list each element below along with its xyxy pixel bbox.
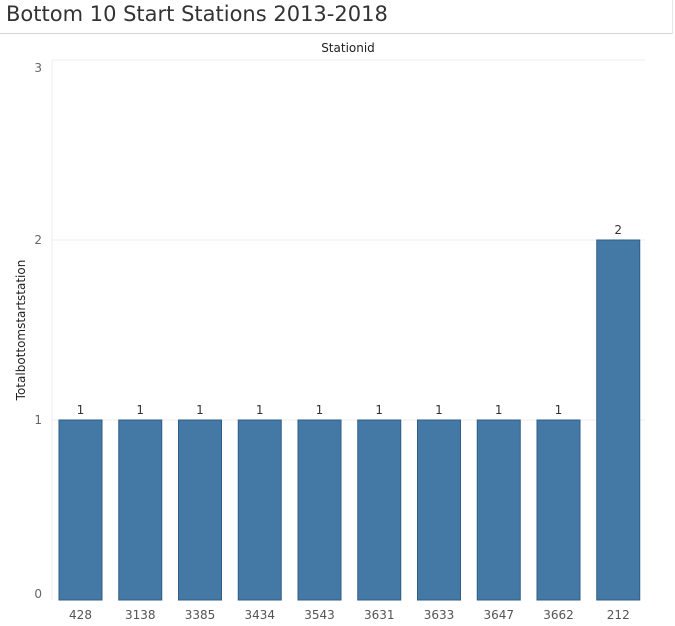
x-tick-label-3434: 3434 (244, 608, 275, 622)
bar-428[interactable] (58, 419, 103, 601)
y-tick-label: 0 (34, 587, 42, 601)
title-bar: Bottom 10 Start Stations 2013-2018 (0, 0, 673, 34)
y-axis-title: Totalbottomstartstation (14, 260, 28, 402)
data-label-3662: 1 (555, 403, 563, 417)
bar-3633[interactable] (417, 419, 461, 601)
y-tick-label: 2 (34, 233, 42, 247)
y-tick-label: 1 (34, 413, 42, 427)
x-tick-label-3385: 3385 (185, 608, 216, 622)
data-label-212: 2 (614, 223, 622, 237)
x-tick-label-3138: 3138 (125, 608, 156, 622)
bar-3662[interactable] (536, 419, 581, 601)
data-label-3138: 1 (136, 403, 144, 417)
bar-212[interactable] (596, 239, 641, 601)
data-label-428: 1 (77, 403, 85, 417)
chart-title: Bottom 10 Start Stations 2013-2018 (6, 2, 388, 26)
bar-3631[interactable] (357, 419, 402, 601)
data-label-3434: 1 (256, 403, 264, 417)
x-tick-label-212: 212 (607, 608, 630, 622)
x-axis-ticks: 428 3138 3385 3434 3543 3631 3633 3647 3662 212 (69, 608, 630, 622)
x-tick-label-3662: 3662 (543, 608, 574, 622)
bar-3434[interactable] (237, 419, 282, 601)
x-tick-label-3631: 3631 (364, 608, 395, 622)
bar-3138[interactable] (118, 419, 163, 601)
data-label-3631: 1 (375, 403, 383, 417)
bar-3385[interactable] (178, 419, 222, 601)
bar-3647[interactable] (476, 419, 521, 601)
data-label-3647: 1 (495, 403, 503, 417)
x-tick-label-3647: 3647 (483, 608, 514, 622)
x-tick-label-3543: 3543 (304, 608, 335, 622)
x-tick-label-428: 428 (69, 608, 92, 622)
x-axis-title: Stationid (321, 41, 375, 55)
y-tick-label: 3 (34, 61, 42, 75)
data-label-3543: 1 (316, 403, 324, 417)
bar-3543[interactable] (297, 419, 342, 601)
x-tick-label-3633: 3633 (424, 608, 455, 622)
data-label-3385: 1 (196, 403, 204, 417)
data-label-3633: 1 (435, 403, 443, 417)
y-axis-ticks: 0 1 2 3 (34, 61, 42, 601)
bars: 1 1 1 1 1 1 1 1 1 2 (58, 223, 641, 601)
